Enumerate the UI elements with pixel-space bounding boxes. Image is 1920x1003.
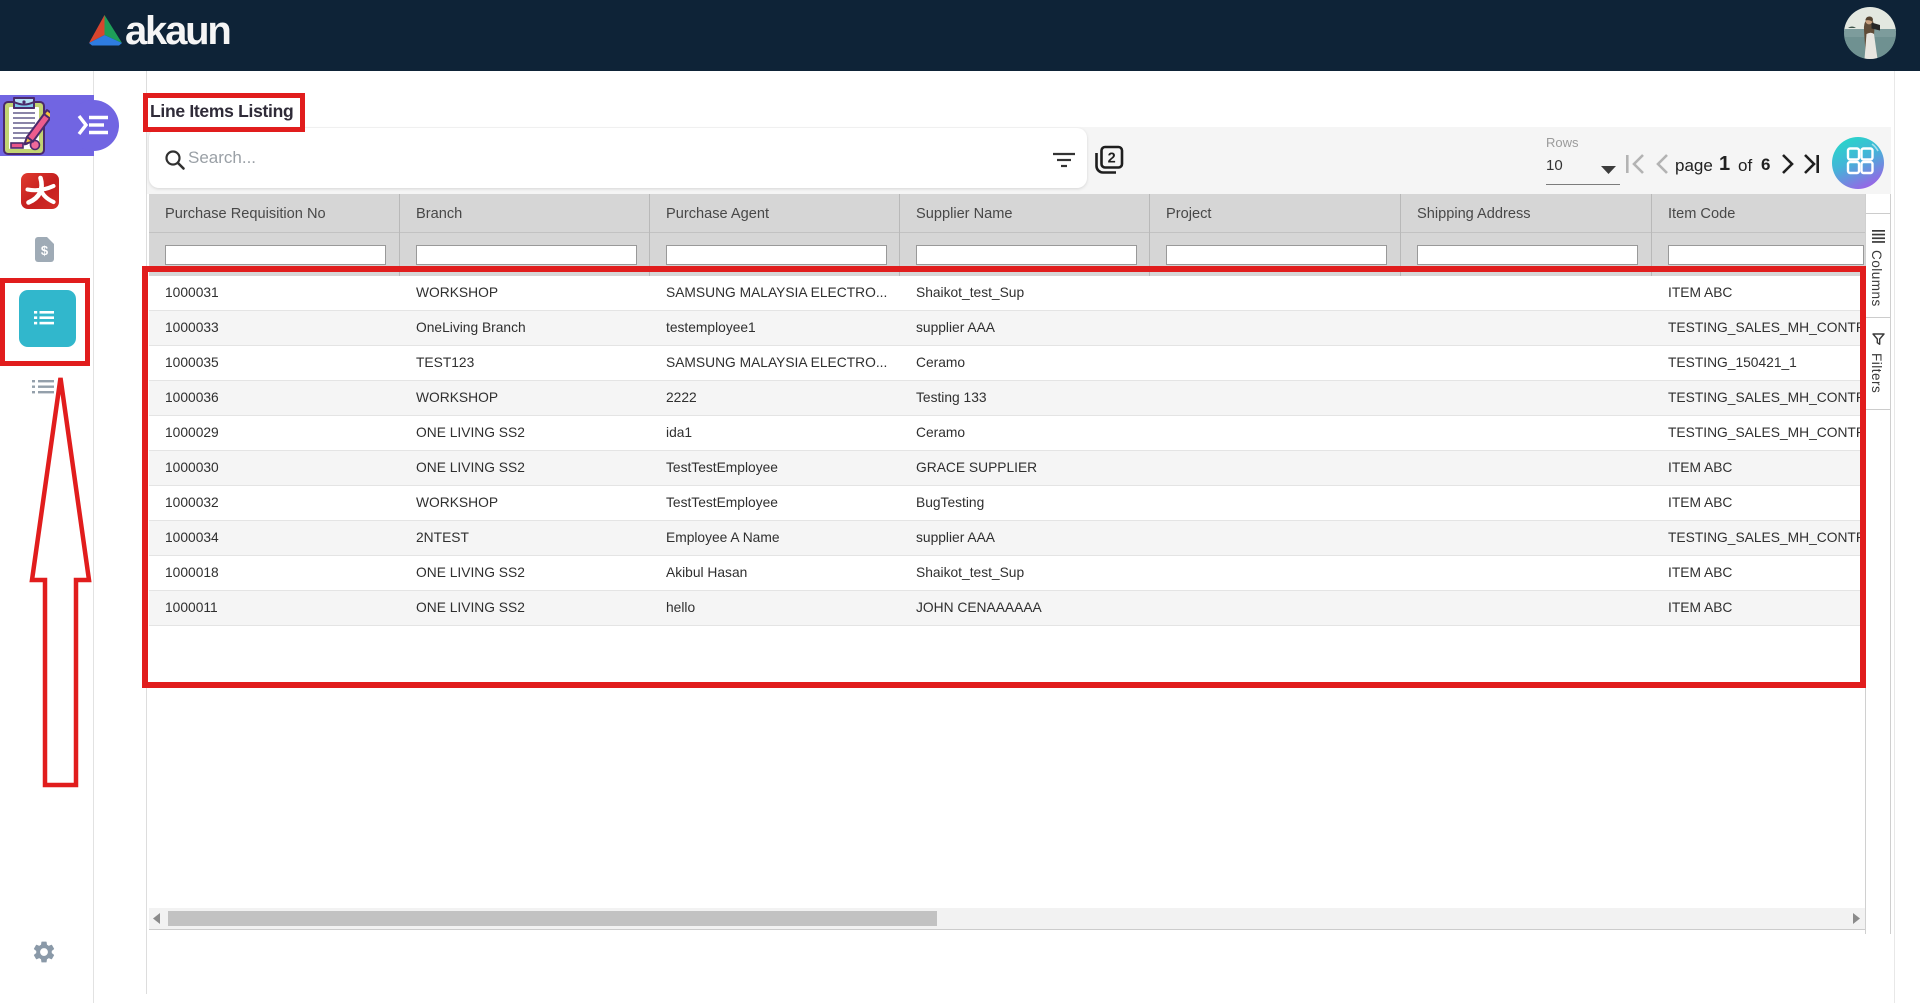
svg-text:$: $	[41, 243, 49, 258]
svg-text:2: 2	[1108, 151, 1116, 167]
